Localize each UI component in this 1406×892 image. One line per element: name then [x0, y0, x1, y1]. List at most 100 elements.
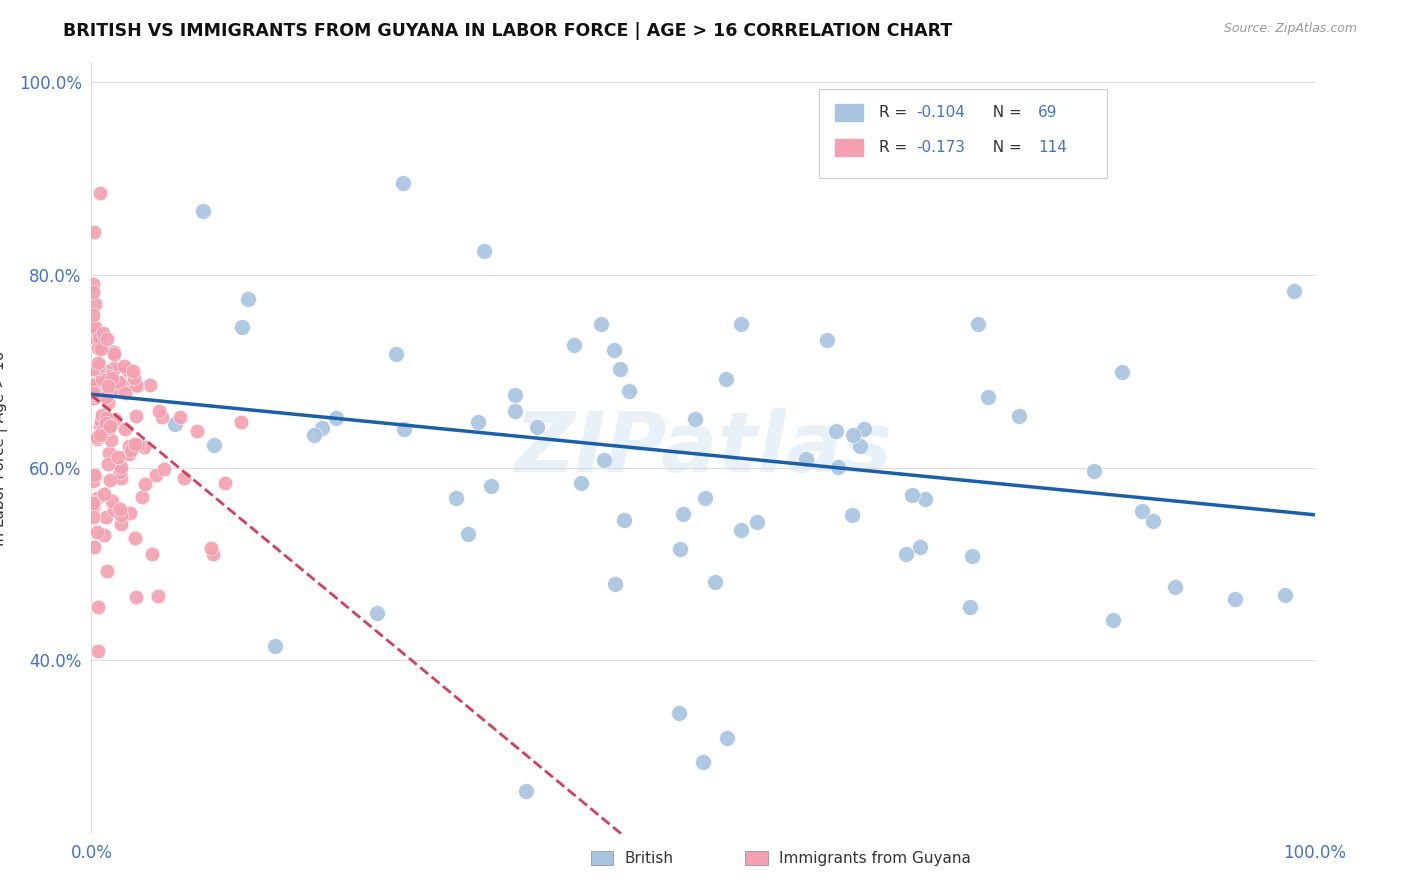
- Point: [238, 292, 260, 306]
- Point: [91, 408, 114, 422]
- Point: [90, 425, 112, 439]
- Point: [82, 510, 104, 524]
- Point: [977, 390, 1000, 404]
- Point: [91, 326, 114, 340]
- Point: [96, 510, 118, 524]
- Text: N =: N =: [983, 140, 1026, 155]
- Point: [93, 528, 115, 542]
- Point: [1102, 613, 1125, 627]
- Point: [96, 564, 118, 578]
- Point: [122, 364, 145, 378]
- Point: [1008, 409, 1031, 424]
- Point: [503, 404, 526, 418]
- Point: [87, 359, 110, 373]
- Point: [84, 331, 107, 345]
- Point: [114, 422, 136, 436]
- Point: [83, 385, 105, 400]
- Point: [112, 378, 135, 392]
- Point: [685, 412, 707, 426]
- Point: [83, 495, 105, 509]
- Point: [86, 432, 108, 446]
- Point: [112, 359, 135, 374]
- Point: [118, 439, 141, 453]
- Point: [103, 502, 125, 516]
- Point: [86, 356, 108, 370]
- Point: [457, 526, 479, 541]
- Text: 69: 69: [1038, 105, 1057, 120]
- Point: [392, 176, 415, 190]
- Point: [695, 491, 717, 506]
- Point: [110, 460, 132, 475]
- Point: [392, 422, 415, 436]
- Point: [86, 600, 108, 615]
- Point: [704, 574, 727, 589]
- Text: R =: R =: [879, 105, 912, 120]
- Point: [672, 507, 695, 521]
- Point: [794, 451, 817, 466]
- Point: [716, 731, 738, 745]
- Point: [83, 498, 105, 512]
- Point: [104, 411, 127, 425]
- Point: [609, 361, 631, 376]
- Point: [96, 382, 118, 396]
- Point: [84, 296, 107, 310]
- Point: [82, 496, 104, 510]
- Point: [815, 333, 838, 347]
- Text: Immigrants from Guyana: Immigrants from Guyana: [779, 851, 970, 865]
- Point: [562, 337, 585, 351]
- Text: 114: 114: [1038, 140, 1067, 155]
- Point: [131, 490, 153, 504]
- Point: [730, 523, 752, 537]
- Point: [200, 541, 222, 555]
- Point: [87, 331, 110, 345]
- Point: [894, 547, 917, 561]
- Point: [229, 415, 252, 429]
- Point: [193, 204, 215, 219]
- Point: [592, 453, 614, 467]
- Point: [103, 345, 125, 359]
- Text: Source: ZipAtlas.com: Source: ZipAtlas.com: [1223, 22, 1357, 36]
- Point: [853, 422, 876, 436]
- Point: [444, 491, 467, 505]
- Point: [86, 644, 108, 658]
- Point: [966, 317, 988, 331]
- Text: N =: N =: [983, 105, 1026, 120]
- Point: [90, 414, 112, 428]
- Point: [110, 516, 132, 531]
- Point: [120, 506, 142, 520]
- Text: -0.173: -0.173: [915, 140, 965, 155]
- Point: [849, 439, 872, 453]
- Point: [82, 362, 104, 376]
- Point: [97, 457, 120, 471]
- Point: [165, 417, 187, 431]
- Point: [82, 474, 104, 488]
- Point: [90, 372, 112, 386]
- Point: [96, 332, 118, 346]
- Point: [103, 347, 125, 361]
- Point: [120, 442, 142, 457]
- Point: [83, 392, 105, 406]
- Point: [107, 450, 129, 464]
- Point: [669, 542, 692, 557]
- Point: [110, 471, 132, 485]
- Point: [117, 363, 139, 377]
- Point: [83, 468, 105, 483]
- Point: [89, 419, 111, 434]
- Point: [98, 473, 121, 487]
- Point: [83, 322, 105, 336]
- Point: [118, 447, 141, 461]
- Point: [94, 416, 117, 430]
- Bar: [834, 103, 865, 122]
- Point: [173, 470, 195, 484]
- Point: [311, 420, 333, 434]
- Point: [94, 410, 117, 425]
- FancyBboxPatch shape: [820, 89, 1107, 178]
- Point: [100, 434, 122, 448]
- Point: [98, 420, 121, 434]
- Point: [86, 524, 108, 539]
- Point: [603, 343, 626, 358]
- Point: [86, 341, 108, 355]
- Point: [526, 419, 548, 434]
- Point: [125, 377, 148, 392]
- Point: [730, 317, 752, 331]
